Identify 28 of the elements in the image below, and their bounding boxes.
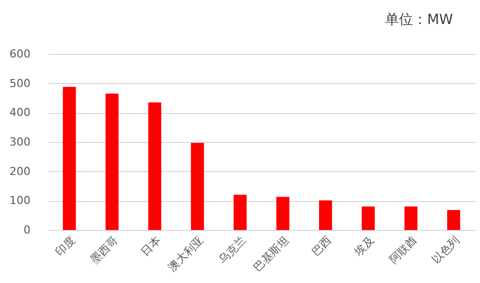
y-tick-label: 400 (10, 106, 30, 120)
text: 单位：MW (385, 12, 454, 28)
bar (362, 206, 375, 230)
bar (276, 196, 290, 230)
x-tick-label: 墨西哥 (88, 234, 121, 266)
x-tick-label: 埃及 (351, 234, 377, 260)
y-tick-label: 0 (24, 224, 30, 236)
y-tick-label: 200 (10, 164, 30, 178)
bar (106, 94, 119, 230)
bar (62, 86, 76, 230)
x-tick-label: 印度 (53, 234, 78, 259)
x-tick-label: 乌克兰 (216, 234, 249, 266)
x-tick-label: 阿联酋 (386, 234, 420, 266)
bar (319, 200, 332, 230)
bar (190, 142, 204, 230)
y-tick-label: 600 (10, 48, 30, 60)
x-tick-label: 澳大利亚 (166, 234, 206, 274)
bar (148, 102, 162, 230)
bar (234, 194, 247, 230)
y-tick-label: 100 (10, 194, 30, 208)
x-tick-label: 日本 (138, 234, 164, 259)
x-tick-label: 以色列 (430, 234, 462, 266)
y-tick-label: 500 (10, 76, 30, 90)
bar (404, 206, 418, 230)
x-tick-label: 巴西 (309, 234, 334, 259)
y-tick-label: 300 (10, 136, 30, 148)
bar (447, 210, 460, 230)
x-tick-label: 巴基斯坦 (251, 234, 292, 274)
